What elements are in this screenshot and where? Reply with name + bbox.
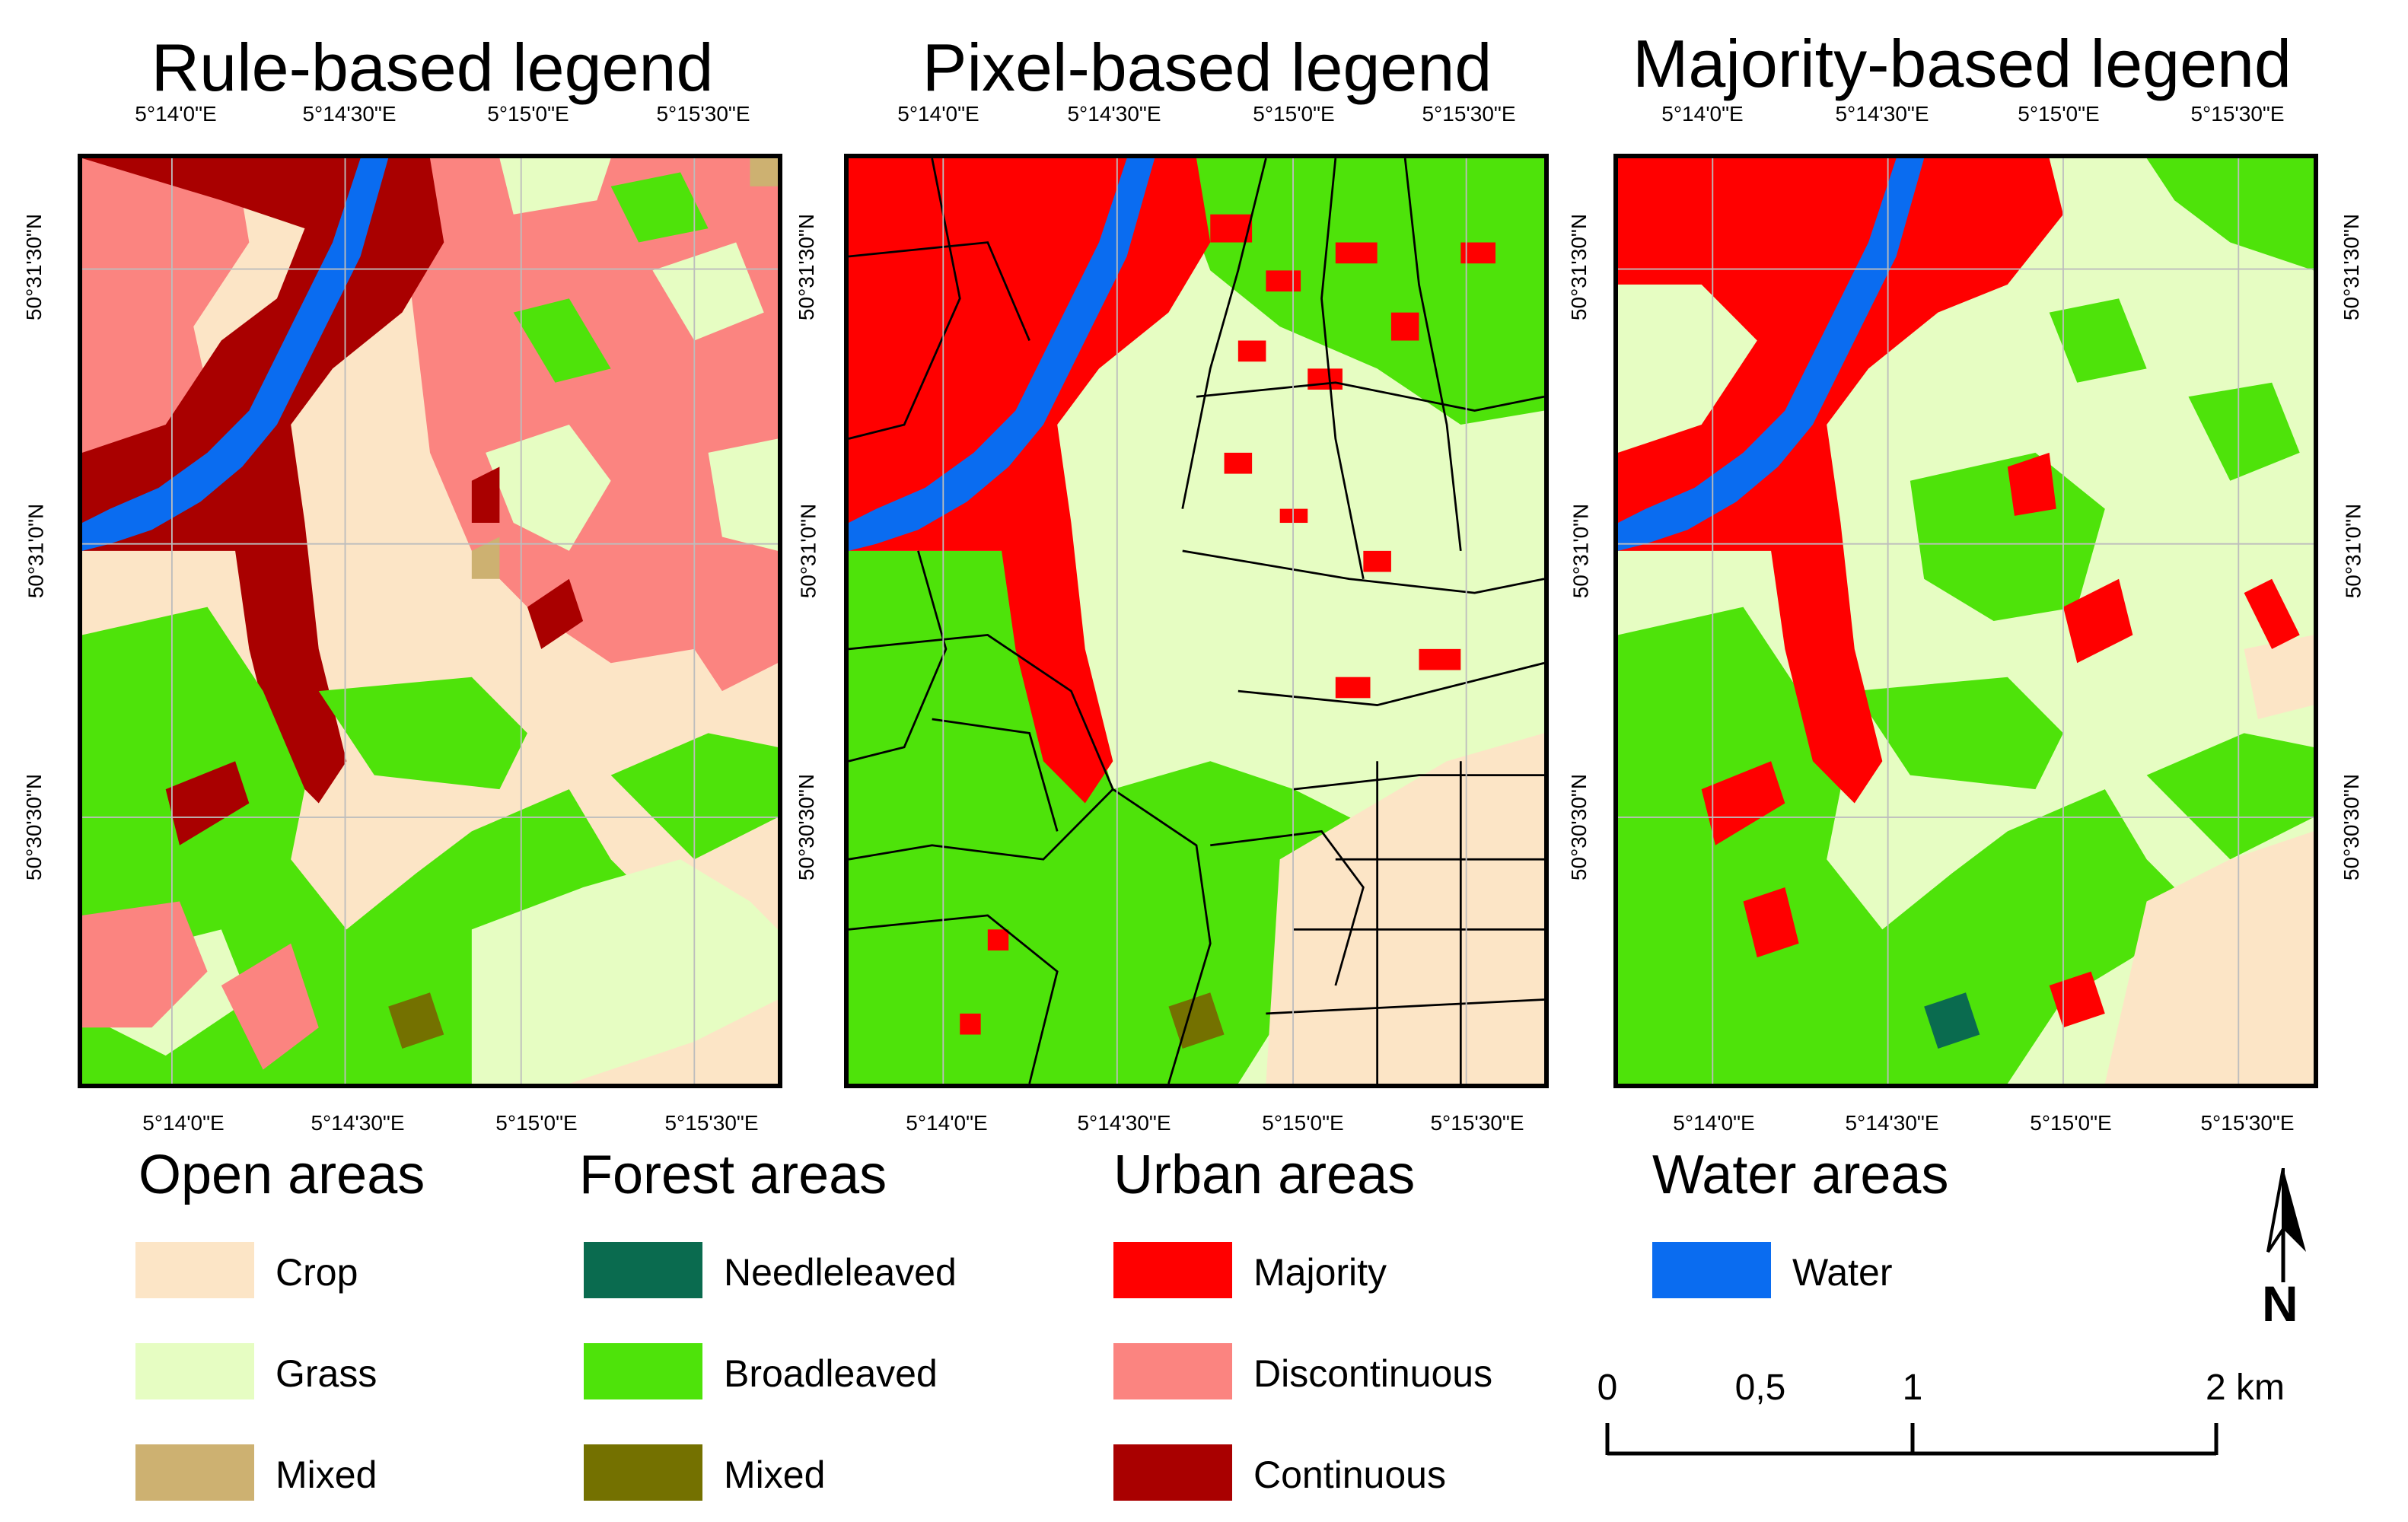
lon-tick-top: 5°14'30"E xyxy=(302,102,397,126)
lon-tick-bottom: 5°15'30"E xyxy=(1430,1111,1524,1135)
lat-tick-left: 50°30'30"N xyxy=(1567,773,1591,881)
scale-bar xyxy=(1605,1423,2218,1456)
legend-label-forest-mixed: Mixed xyxy=(724,1454,826,1496)
lon-tick-top: 5°14'0"E xyxy=(135,102,217,126)
lon-tick-top: 5°14'30"E xyxy=(1835,102,1929,126)
lon-tick-top: 5°15'30"E xyxy=(2190,102,2285,126)
legend-swatch-crop xyxy=(135,1242,254,1298)
lon-tick-bottom: 5°15'0"E xyxy=(1262,1111,1344,1135)
lon-tick-bottom: 5°14'30"E xyxy=(1077,1111,1171,1135)
lat-tick-left: 50°31'30"N xyxy=(1567,213,1591,321)
legend-label-open-mixed: Mixed xyxy=(276,1454,377,1496)
lon-tick-top: 5°14'0"E xyxy=(897,102,979,126)
lon-tick-bottom: 5°14'30"E xyxy=(1845,1111,1939,1135)
map-rule-based-canvas xyxy=(82,158,778,1084)
legend-label-urban-discontinuous: Discontinuous xyxy=(1253,1352,1493,1395)
lon-tick-top: 5°15'0"E xyxy=(1253,102,1335,126)
lat-tick-right: 50°30'30"N xyxy=(2340,773,2364,881)
lon-tick-top: 5°14'0"E xyxy=(1661,102,1744,126)
lon-tick-bottom: 5°14'0"E xyxy=(142,1111,225,1135)
lat-tick-left: 50°30'30"N xyxy=(795,773,819,881)
legend-swatch-water xyxy=(1652,1242,1771,1298)
lat-tick-left: 50°30'30"N xyxy=(22,773,46,881)
lon-tick-bottom: 5°14'0"E xyxy=(906,1111,988,1135)
lon-tick-top: 5°15'30"E xyxy=(1422,102,1516,126)
lon-tick-bottom: 5°15'30"E xyxy=(664,1111,759,1135)
panel-title-majority: Majority-based legend xyxy=(1632,26,2292,101)
lat-tick-right: 50°31'30"N xyxy=(2340,213,2364,321)
scale-label-2km: 2 km xyxy=(2205,1368,2285,1408)
lon-tick-top: 5°15'30"E xyxy=(656,102,750,126)
panel-title-rule: Rule-based legend xyxy=(151,30,714,105)
legend-swatch-urban-discontinuous xyxy=(1113,1343,1232,1399)
panel-title-pixel: Pixel-based legend xyxy=(922,30,1492,105)
legend-swatch-urban-majority xyxy=(1113,1242,1232,1298)
legend-heading-urban-areas: Urban areas xyxy=(1113,1145,1416,1205)
lon-tick-bottom: 5°14'0"E xyxy=(1673,1111,1755,1135)
legend-label-broadleaved: Broadleaved xyxy=(724,1352,938,1395)
map-pixel-based xyxy=(844,154,1549,1088)
legend-swatch-forest-mixed xyxy=(584,1444,702,1501)
legend-label-urban-continuous: Continuous xyxy=(1253,1454,1446,1496)
lat-tick-left: 50°31'30"N xyxy=(795,213,819,321)
lon-tick-bottom: 5°15'30"E xyxy=(2200,1111,2295,1135)
lat-tick-left: 50°31'0"N xyxy=(1569,503,1593,599)
lat-tick-left: 50°31'30"N xyxy=(22,213,46,321)
legend-heading-forest-areas: Forest areas xyxy=(579,1145,887,1205)
legend-swatch-open-mixed xyxy=(135,1444,254,1501)
legend-label-urban-majority: Majority xyxy=(1253,1251,1387,1294)
legend-swatch-urban-continuous xyxy=(1113,1444,1232,1501)
legend-heading-water-areas: Water areas xyxy=(1652,1145,1949,1205)
legend-swatch-broadleaved xyxy=(584,1343,702,1399)
north-arrow-label: N xyxy=(2262,1275,2298,1332)
lon-tick-bottom: 5°15'0"E xyxy=(495,1111,578,1135)
lon-tick-bottom: 5°14'30"E xyxy=(311,1111,405,1135)
lon-tick-bottom: 5°15'0"E xyxy=(2030,1111,2112,1135)
scale-label-0: 0 xyxy=(1597,1368,1618,1408)
scale-label-0-5: 0,5 xyxy=(1734,1368,1786,1408)
north-arrow-icon xyxy=(2266,1168,2306,1282)
lat-tick-left: 50°31'0"N xyxy=(24,503,48,599)
legend-label-grass: Grass xyxy=(276,1352,377,1395)
legend-label-needleleaved: Needleleaved xyxy=(724,1251,957,1294)
legend-swatch-needleleaved xyxy=(584,1242,702,1298)
scale-label-1: 1 xyxy=(1902,1368,1923,1408)
map-majority-based-canvas xyxy=(1618,158,2314,1084)
lon-tick-top: 5°14'30"E xyxy=(1067,102,1161,126)
lat-tick-left: 50°31'0"N xyxy=(796,503,820,599)
lon-tick-top: 5°15'0"E xyxy=(487,102,569,126)
map-rule-based xyxy=(78,154,782,1088)
lat-tick-right: 50°31'0"N xyxy=(2341,503,2365,599)
legend-swatch-grass xyxy=(135,1343,254,1399)
map-majority-based xyxy=(1613,154,2318,1088)
lon-tick-top: 5°15'0"E xyxy=(2018,102,2100,126)
legend-label-crop: Crop xyxy=(276,1251,358,1294)
map-pixel-based-canvas xyxy=(849,158,1544,1084)
legend-label-water: Water xyxy=(1792,1251,1893,1294)
legend-heading-open-areas: Open areas xyxy=(139,1145,425,1205)
